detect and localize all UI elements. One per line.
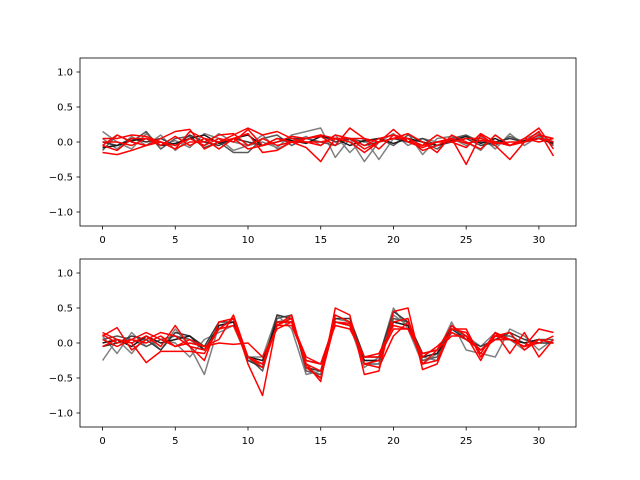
x-tick-label: 25 — [460, 436, 473, 447]
series-line-9 — [102, 134, 554, 150]
x-tick-label: 5 — [172, 235, 178, 246]
x-tick-label: 0 — [99, 235, 105, 246]
x-tick-label: 30 — [533, 436, 546, 447]
series-line-8 — [102, 132, 554, 152]
y-tick-label: −1.0 — [49, 208, 73, 219]
x-tick-label: 20 — [387, 436, 400, 447]
y-tick-label: 0.5 — [57, 304, 73, 315]
x-tick-label: 10 — [242, 436, 255, 447]
x-tick-label: 25 — [460, 235, 473, 246]
x-tick-label: 10 — [242, 235, 255, 246]
x-tick-label: 20 — [387, 235, 400, 246]
series-line-7 — [102, 128, 554, 163]
y-tick-label: 0.0 — [57, 138, 73, 149]
series-group — [102, 127, 555, 166]
x-tick-label: 5 — [172, 436, 178, 447]
series-line-5 — [102, 314, 554, 379]
y-tick-label: −1.0 — [49, 409, 73, 420]
bottom-axes: 0 5 10 15 20 25 30 −1.0 −0.5 0.0 0.5 1.0 — [49, 258, 577, 447]
x-tick-label: 30 — [533, 235, 546, 246]
series-group — [101, 307, 555, 397]
x-tick-label: 15 — [314, 436, 327, 447]
series-line-9 — [102, 321, 554, 365]
y-tick-label: −0.5 — [49, 374, 73, 385]
y-tick-label: 1.0 — [57, 68, 73, 79]
x-tick-label: 0 — [99, 436, 105, 447]
y-tick-label: 1.0 — [57, 269, 73, 280]
top-axes: 0 5 10 15 20 25 30 −1.0 −0.5 0.0 0.5 1.0 — [49, 57, 577, 246]
y-tick-label: 0.0 — [57, 339, 73, 350]
y-tick-label: −0.5 — [49, 173, 73, 184]
x-tick-label: 15 — [314, 235, 327, 246]
y-tick-label: 0.5 — [57, 103, 73, 114]
